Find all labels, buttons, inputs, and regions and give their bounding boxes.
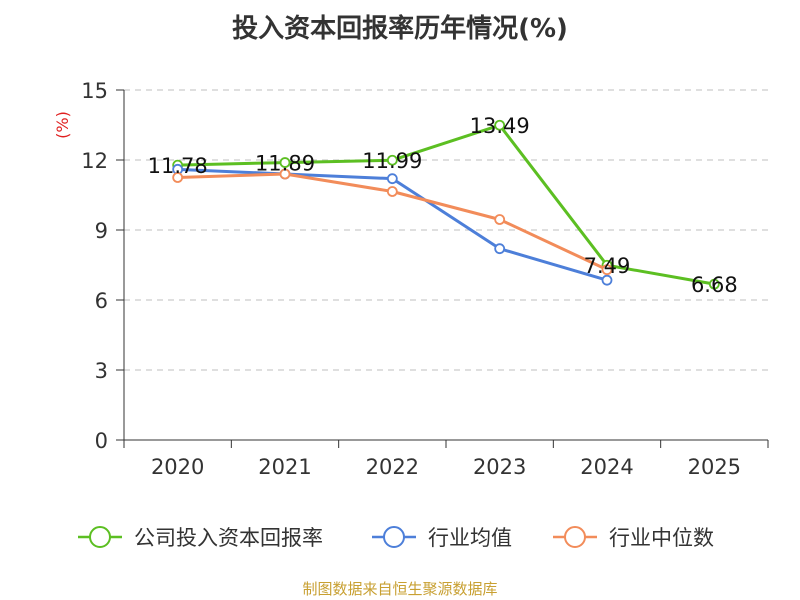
- legend-swatch-marker: [89, 526, 111, 548]
- data-point: [601, 264, 613, 276]
- y-tick-label: 15: [81, 79, 108, 103]
- legend-label: 公司投入资本回报率: [134, 526, 323, 550]
- x-tick-label: 2024: [580, 455, 633, 479]
- data-label: 13.49: [470, 114, 530, 138]
- x-tick-label: 2022: [366, 455, 419, 479]
- legend-swatch-marker: [383, 526, 405, 548]
- chart-title: 投入资本回报率历年情况(%): [232, 14, 568, 44]
- legend-swatch-marker: [564, 526, 586, 548]
- legend-label: 行业均值: [428, 526, 512, 550]
- data-point: [279, 168, 291, 180]
- x-tick-label: 2025: [688, 455, 741, 479]
- data-point: [494, 243, 506, 255]
- y-tick-label: 0: [95, 429, 108, 453]
- y-tick-label: 9: [95, 219, 108, 243]
- x-tick-label: 2020: [151, 455, 204, 479]
- series-line: [177, 167, 608, 282]
- legend-label: 行业中位数: [609, 526, 714, 550]
- y-tick-label: 12: [81, 149, 108, 173]
- x-tick-label: 2023: [473, 455, 526, 479]
- data-point: [708, 278, 720, 290]
- x-tick-label: 2021: [258, 455, 311, 479]
- data-point: [494, 214, 506, 225]
- series-line: [177, 123, 715, 286]
- data-label: 11.89: [255, 152, 315, 176]
- y-tick-label: 3: [95, 359, 108, 383]
- data-label: 7.49: [584, 254, 631, 278]
- data-label: 11.78: [148, 154, 208, 178]
- data-point: [494, 119, 506, 131]
- data-point: [172, 172, 184, 183]
- y-tick-label: 6: [95, 289, 108, 313]
- data-point: [601, 274, 613, 286]
- data-label: 11.99: [362, 149, 422, 173]
- data-label: 6.68: [691, 273, 738, 297]
- data-point: [279, 157, 291, 168]
- data-point: [386, 173, 398, 185]
- data-point: [386, 186, 398, 197]
- data-source-note: 制图数据来自恒生聚源数据库: [302, 580, 498, 598]
- y-axis-label: (%): [53, 111, 72, 139]
- data-point: [386, 154, 398, 166]
